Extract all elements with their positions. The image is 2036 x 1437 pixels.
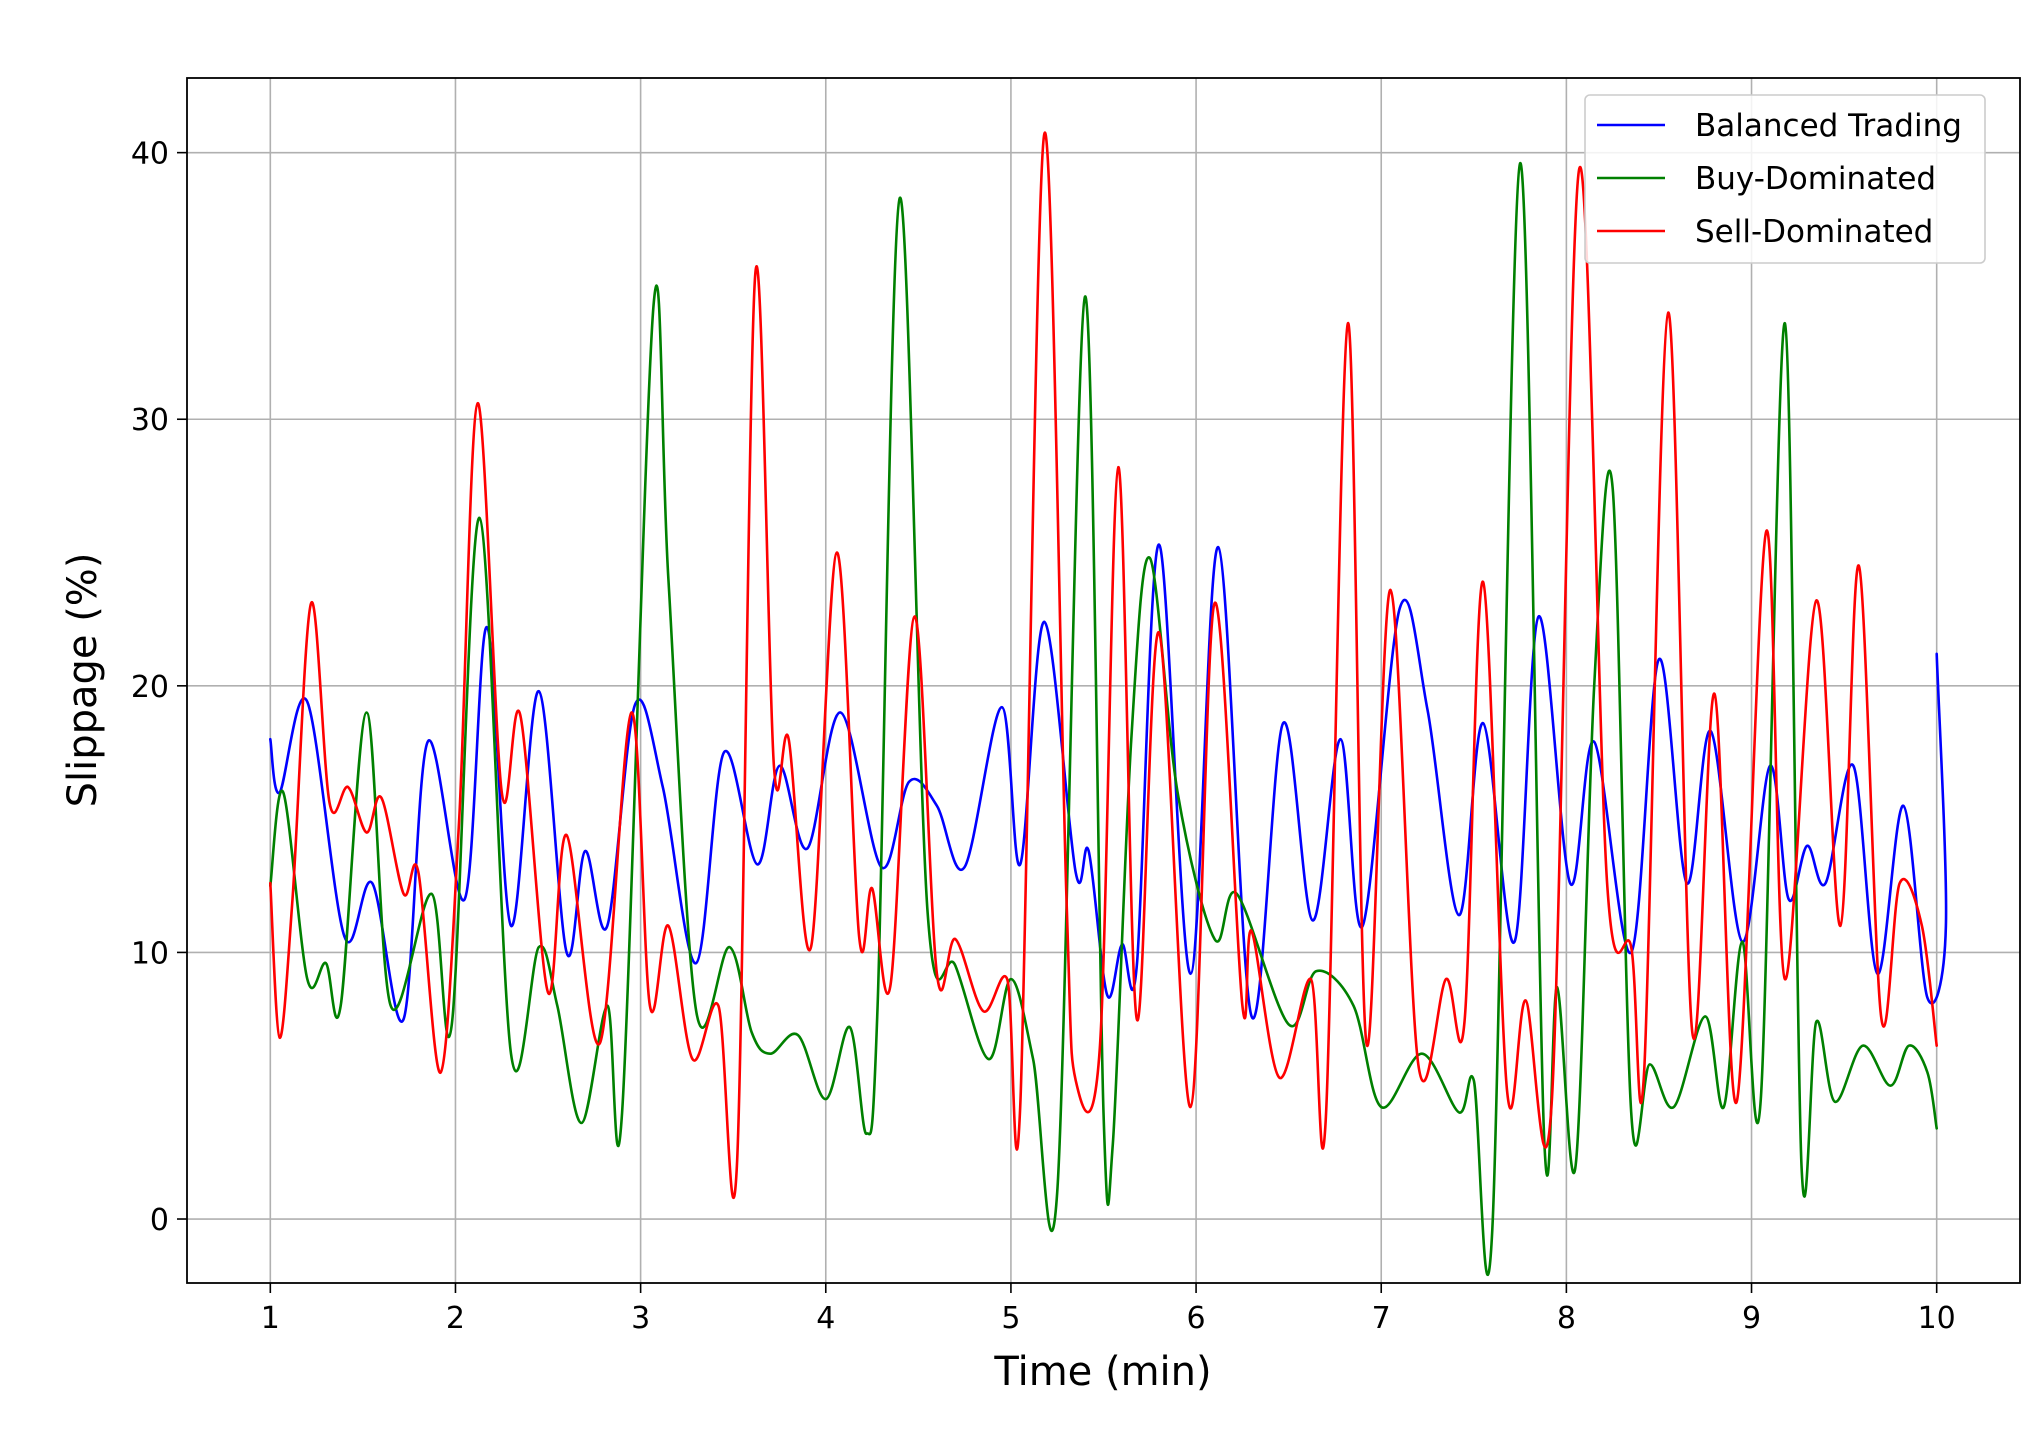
legend-label-balanced-trading: Balanced Trading xyxy=(1695,108,1962,144)
x-axis-label: Time (min) xyxy=(993,1349,1211,1395)
x-tick-label: 5 xyxy=(1001,1301,1020,1336)
x-tick-label: 3 xyxy=(631,1301,650,1336)
y-tick-label: 0 xyxy=(150,1203,169,1238)
plot-frame xyxy=(186,77,2021,1284)
y-tick-label: 10 xyxy=(131,936,169,971)
series-line-buy-dominated xyxy=(269,161,1938,1276)
y-tick-label: 20 xyxy=(131,670,169,705)
legend-label-sell-dominated: Sell-Dominated xyxy=(1695,214,1933,250)
x-tick-label: 1 xyxy=(261,1301,280,1336)
y-axis-ticks: 0 10 20 30 40 xyxy=(131,137,187,1238)
x-tick-label: 2 xyxy=(446,1301,465,1336)
y-tick-label: 40 xyxy=(131,137,169,172)
x-tick-label: 7 xyxy=(1372,1301,1391,1336)
legend-box xyxy=(1584,94,1986,264)
x-axis-ticks: 1 2 3 4 5 6 7 8 9 10 xyxy=(261,1283,1956,1336)
x-tick-label: 8 xyxy=(1557,1301,1576,1336)
series-lines xyxy=(269,131,1948,1276)
x-tick-label: 4 xyxy=(816,1301,835,1336)
legend: Balanced Trading Buy-Dominated Sell-Domina… xyxy=(1584,94,1986,264)
y-axis-label: Slippage (%) xyxy=(60,553,106,808)
x-tick-label: 9 xyxy=(1742,1301,1761,1336)
series-line-sell-dominated xyxy=(269,131,1938,1200)
y-tick-label: 30 xyxy=(131,403,169,438)
x-tick-label: 6 xyxy=(1187,1301,1206,1336)
legend-label-buy-dominated: Buy-Dominated xyxy=(1695,161,1936,197)
x-tick-label: 10 xyxy=(1918,1301,1956,1336)
series-line-balanced-trading xyxy=(269,543,1948,1023)
